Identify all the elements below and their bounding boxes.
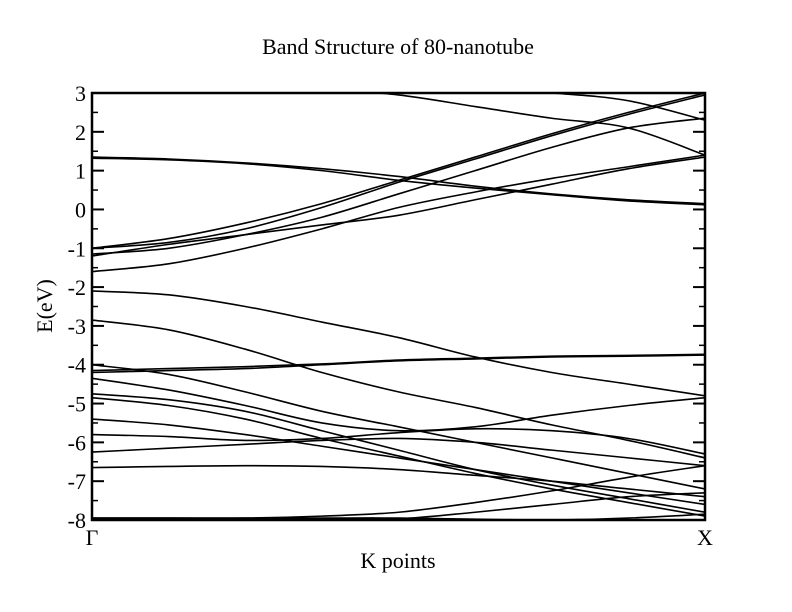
y-tick-label: 2: [75, 120, 86, 145]
band-line: [92, 353, 705, 372]
y-tick-label: -6: [68, 430, 86, 455]
band-line: [92, 492, 705, 520]
band-line: [369, 93, 705, 156]
x-tick-label-gamma: Γ: [86, 525, 99, 550]
y-tick-label: -3: [68, 314, 86, 339]
y-tick-label: -5: [68, 392, 86, 417]
y-tick-label: 1: [75, 159, 86, 184]
band-line: [92, 156, 705, 257]
y-tick-label: 3: [75, 81, 86, 106]
band-line: [92, 154, 705, 273]
band-line: [92, 464, 705, 520]
x-axis: Γ X: [86, 525, 713, 550]
y-axis: 3 2 1 0 -1 -2 -3 -4 -5 -6 -7 -8: [68, 81, 705, 533]
y-tick-label: -7: [68, 469, 86, 494]
band-line: [92, 437, 705, 467]
band-line: [92, 290, 705, 397]
band-line: [92, 464, 705, 498]
y-tick-label: -4: [68, 353, 86, 378]
band-line: [92, 418, 705, 506]
band-lines: [92, 93, 705, 520]
band-line: [92, 393, 705, 514]
band-line: [92, 354, 705, 374]
x-axis-label: K points: [360, 548, 435, 573]
band-line: [92, 363, 705, 490]
y-tick-label: -2: [68, 275, 86, 300]
x-tick-label-x: X: [697, 525, 713, 550]
y-tick-label: 0: [75, 197, 86, 222]
band-line: [539, 93, 705, 121]
band-line: [92, 93, 705, 250]
chart-title: Band Structure of 80-nanotube: [262, 34, 534, 59]
band-line: [92, 94, 705, 250]
y-tick-label: -1: [68, 236, 86, 261]
band-line: [92, 377, 705, 432]
band-line: [92, 427, 705, 455]
y-axis-label: E(eV): [32, 279, 57, 333]
band-line: [92, 117, 705, 255]
y-tick-label: -8: [68, 508, 86, 533]
